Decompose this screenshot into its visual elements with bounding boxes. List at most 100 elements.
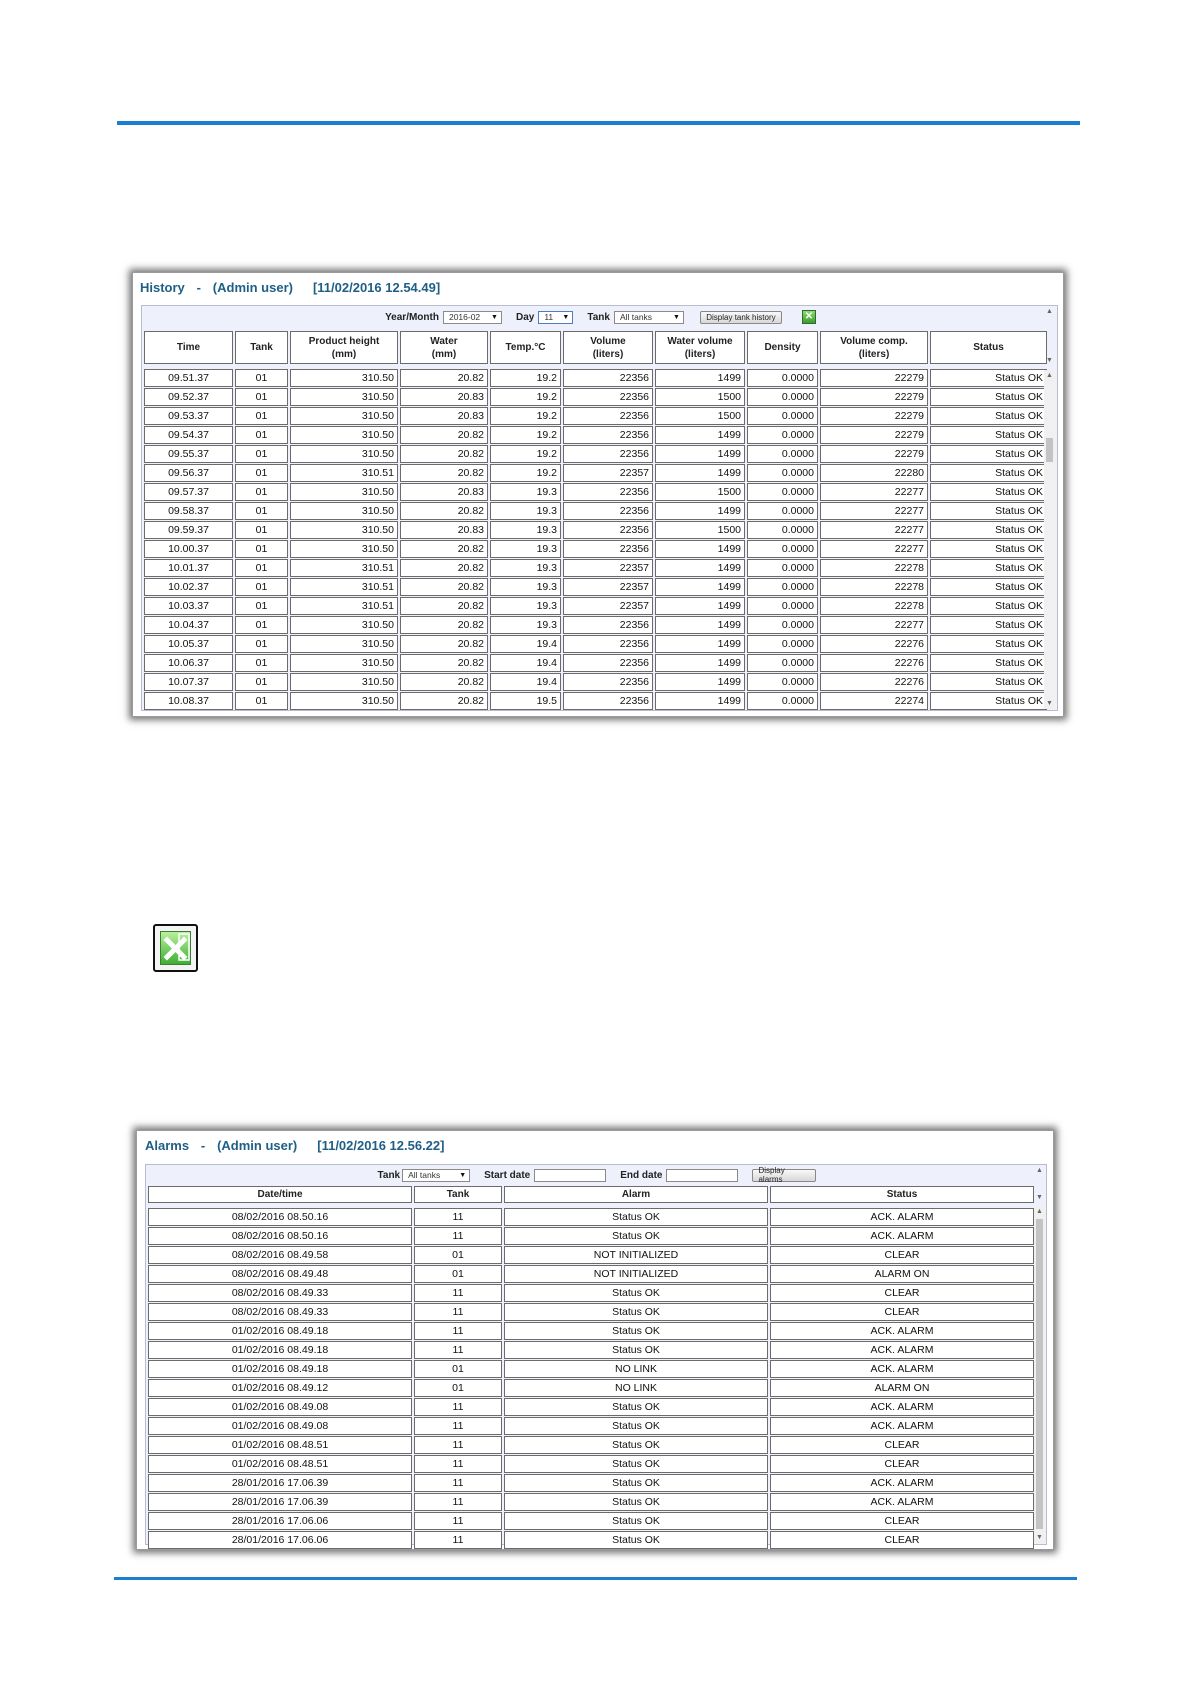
table-cell: ACK. ALARM	[770, 1398, 1034, 1416]
table-cell: 11	[414, 1417, 502, 1435]
table-cell: 310.51	[290, 597, 398, 615]
list-item: 01/02/2016 08.49.18 01 NO LINK ACK. ALARM	[148, 1360, 1034, 1378]
column-header-water[interactable]: Water (mm)	[400, 331, 488, 364]
table-cell: 22277	[820, 540, 928, 558]
table-cell: Status OK	[504, 1398, 768, 1416]
table-cell: 22277	[820, 521, 928, 539]
column-header-alarm[interactable]: Alarm	[504, 1186, 768, 1203]
table-cell: 310.50	[290, 692, 398, 710]
table-cell: 20.83	[400, 483, 488, 501]
alarm-tank-select[interactable]: All tanks ▼	[402, 1168, 471, 1182]
list-item: 01/02/2016 08.49.08 11 Status OK ACK. ALARM	[148, 1398, 1034, 1416]
history-table-body: 09.51.37 01 310.50 20.82 19.2 22356 1499 0.0000…	[144, 369, 1047, 710]
day-value: 11	[544, 312, 554, 322]
alarms-scrollbar[interactable]: ▲ ▼	[1034, 1206, 1045, 1543]
table-cell: 310.50	[290, 616, 398, 634]
list-item: 28/01/2016 17.06.39 11 Status OK ACK. ALARM	[148, 1474, 1034, 1492]
column-header-tank[interactable]: Tank	[414, 1186, 502, 1203]
scroll-down-icon[interactable]: ▼	[1046, 357, 1053, 364]
table-cell: 19.2	[490, 464, 561, 482]
year-month-select[interactable]: 2016-02 ▼	[442, 310, 502, 324]
table-cell: 0.0000	[747, 654, 818, 672]
table-cell: 310.51	[290, 464, 398, 482]
table-cell: 28/01/2016 17.06.06	[148, 1531, 412, 1549]
column-header-status[interactable]: Status	[930, 331, 1047, 364]
list-item: 08/02/2016 08.49.48 01 NOT INITIALIZED ALAR…	[148, 1265, 1034, 1283]
alarms-panel: Alarms - (Admin user) [11/02/2016 12.56.22]…	[136, 1130, 1054, 1550]
table-cell: Status OK	[504, 1436, 768, 1454]
column-header-volume-comp[interactable]: Volume comp. (liters)	[820, 331, 928, 364]
column-header-time[interactable]: Time	[144, 331, 233, 364]
display-tank-history-button[interactable]: Display tank history	[699, 310, 782, 324]
table-cell: 22356	[563, 483, 653, 501]
scroll-up-icon[interactable]: ▲	[1046, 308, 1053, 315]
table-cell: 0.0000	[747, 426, 818, 444]
day-select[interactable]: 11 ▼	[538, 310, 574, 324]
table-cell: 310.51	[290, 578, 398, 596]
table-cell: 22277	[820, 502, 928, 520]
column-header-tank[interactable]: Tank	[235, 331, 288, 364]
table-cell: 09.58.37	[144, 502, 233, 520]
scroll-up-icon[interactable]: ▲	[1036, 1167, 1043, 1174]
column-header-product-height[interactable]: Product height (mm)	[290, 331, 398, 364]
scroll-thumb[interactable]	[1036, 1219, 1043, 1529]
table-cell: 11	[414, 1208, 502, 1226]
scroll-up-icon[interactable]: ▲	[1036, 1208, 1043, 1215]
table-cell: 19.2	[490, 407, 561, 425]
table-cell: 0.0000	[747, 673, 818, 691]
alarms-header-scrollbar[interactable]: ▲ ▼	[1034, 1165, 1045, 1203]
table-cell: 22356	[563, 616, 653, 634]
table-cell: 09.51.37	[144, 369, 233, 387]
table-cell: 22356	[563, 654, 653, 672]
table-cell: Status OK	[504, 1493, 768, 1511]
table-cell: CLEAR	[770, 1436, 1034, 1454]
table-cell: Status OK	[504, 1227, 768, 1245]
scroll-thumb[interactable]	[1046, 438, 1053, 462]
table-cell: 310.50	[290, 369, 398, 387]
column-header-temp[interactable]: Temp.°C	[490, 331, 561, 364]
table-row: 09.52.37 01 310.50 20.83 19.2 22356 1500 0.0000…	[144, 388, 1047, 406]
start-date-input[interactable]	[534, 1168, 607, 1182]
table-cell: 1499	[655, 597, 745, 615]
scroll-down-icon[interactable]: ▼	[1046, 700, 1053, 707]
history-header-scrollbar[interactable]: ▲ ▼	[1044, 306, 1055, 366]
table-row: 09.53.37 01 310.50 20.83 19.2 22356 1500 0.0000…	[144, 407, 1047, 425]
column-header-volume[interactable]: Volume (liters)	[563, 331, 653, 364]
scroll-up-icon[interactable]: ▲	[1046, 372, 1053, 379]
tank-select[interactable]: All tanks ▼	[613, 310, 684, 324]
table-cell: 22278	[820, 559, 928, 577]
table-row: 10.07.37 01 310.50 20.82 19.4 22356 1499 0.0000…	[144, 673, 1047, 691]
table-cell: 22356	[563, 521, 653, 539]
table-cell: 0.0000	[747, 540, 818, 558]
history-scrollbar[interactable]: ▲ ▼	[1044, 370, 1055, 709]
table-row: 10.08.37 01 310.50 20.82 19.5 22356 1499 0.0000…	[144, 692, 1047, 710]
table-cell: Status OK	[504, 1303, 768, 1321]
table-cell: 19.4	[490, 673, 561, 691]
column-header-status[interactable]: Status	[770, 1186, 1034, 1203]
table-cell: 09.54.37	[144, 426, 233, 444]
table-cell: 11	[414, 1303, 502, 1321]
table-cell: 10.00.37	[144, 540, 233, 558]
column-header-datetime[interactable]: Date/time	[148, 1186, 412, 1203]
excel-icon[interactable]: ✕	[801, 310, 816, 324]
scroll-down-icon[interactable]: ▼	[1036, 1194, 1043, 1201]
table-cell: 01	[235, 464, 288, 482]
table-cell: Status OK	[504, 1512, 768, 1530]
table-cell: 310.50	[290, 654, 398, 672]
scroll-down-icon[interactable]: ▼	[1036, 1534, 1043, 1541]
table-cell: ACK. ALARM	[770, 1341, 1034, 1359]
table-cell: 08/02/2016 08.49.48	[148, 1265, 412, 1283]
table-cell: ACK. ALARM	[770, 1360, 1034, 1378]
table-row: 09.54.37 01 310.50 20.82 19.2 22356 1499 0.0000…	[144, 426, 1047, 444]
tank-label: Tank	[587, 311, 610, 323]
table-cell: 01	[235, 521, 288, 539]
table-cell: 0.0000	[747, 692, 818, 710]
end-date-input[interactable]	[666, 1168, 739, 1182]
display-alarms-button[interactable]: Display alarms	[752, 1166, 817, 1184]
column-header-water-volume[interactable]: Water volume (liters)	[655, 331, 745, 364]
table-cell: 01/02/2016 08.48.51	[148, 1436, 412, 1454]
table-cell: 1499	[655, 426, 745, 444]
table-cell: Status OK	[504, 1208, 768, 1226]
column-header-density[interactable]: Density	[747, 331, 818, 364]
table-cell: 22356	[563, 445, 653, 463]
